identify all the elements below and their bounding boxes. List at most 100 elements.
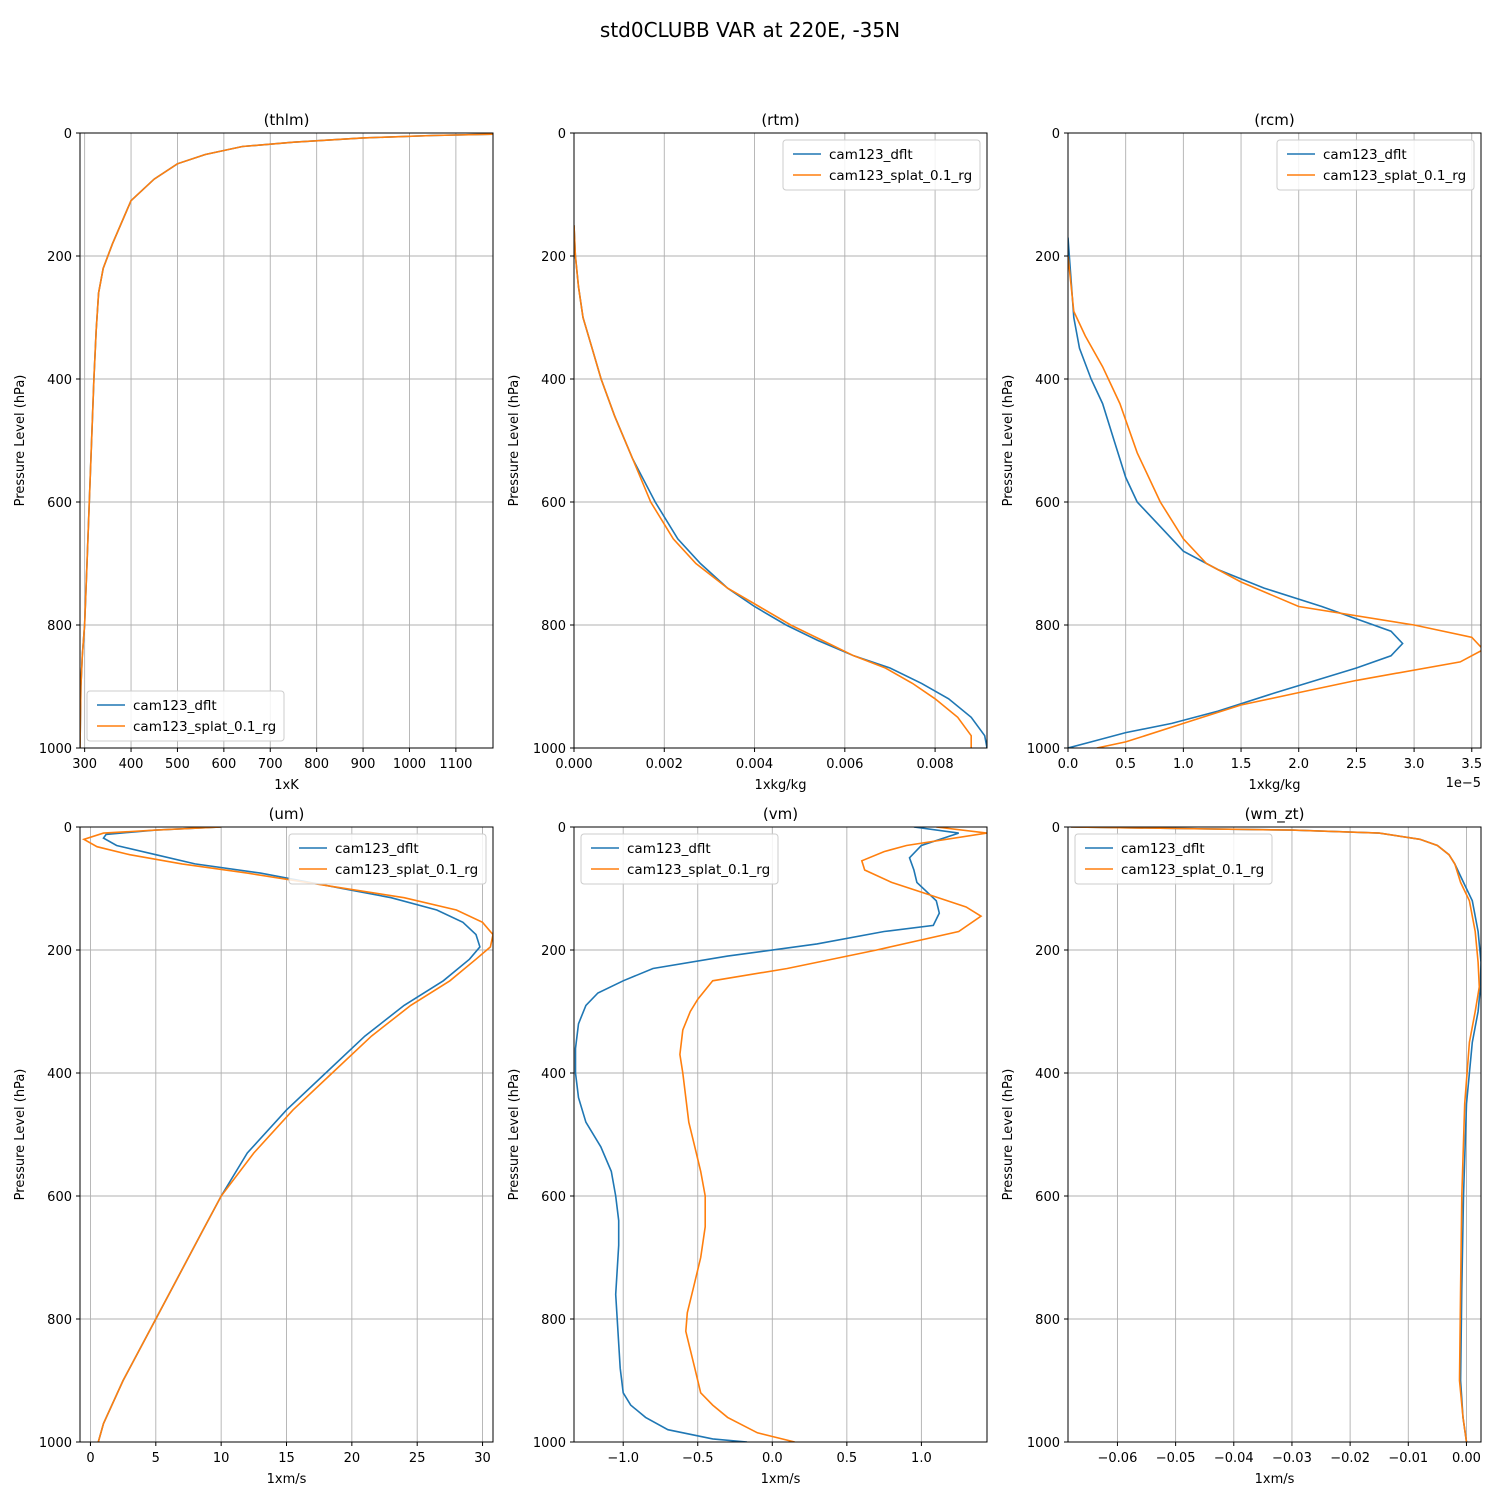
x-tick-label: 500 — [165, 757, 190, 772]
y-tick-label: 0 — [558, 821, 566, 836]
x-tick-label: −0.5 — [682, 1451, 714, 1466]
x-axis-label: 1xm/s — [761, 1472, 801, 1487]
legend: cam123_dflt cam123_splat_0.1_rg — [1276, 139, 1475, 191]
y-axis-label: Pressure Level (hPa) — [13, 375, 28, 507]
y-tick-label: 400 — [541, 373, 566, 388]
y-tick-label: 200 — [1035, 944, 1060, 959]
subplot-title: (wm_zt) — [1245, 805, 1305, 824]
x-tick-label: 1000 — [393, 757, 426, 772]
x-tick-label: −0.05 — [1156, 1451, 1196, 1466]
x-tick-label: 2.5 — [1346, 757, 1367, 772]
x-tick-label: 0.5 — [837, 1451, 858, 1466]
legend-box — [288, 833, 487, 885]
series-line-cam123_dflt — [574, 827, 959, 1442]
x-tick-label: 0.00 — [1452, 1451, 1481, 1466]
legend-label: cam123_splat_0.1_rg — [1121, 862, 1264, 878]
series-line-cam123_dflt — [1068, 237, 1404, 748]
y-tick-label: 200 — [47, 944, 72, 959]
legend-label: cam123_dflt — [335, 841, 419, 857]
legend-label: cam123_splat_0.1_rg — [627, 862, 770, 878]
y-tick-label: 200 — [541, 944, 566, 959]
legend-box — [1276, 139, 1475, 191]
series-line-cam123_splat_0.1_rg — [1070, 827, 1481, 1442]
x-tick-label: 700 — [258, 757, 283, 772]
x-tick-label: 0.000 — [555, 757, 592, 772]
x-tick-label: 900 — [351, 757, 376, 772]
legend-label: cam123_dflt — [627, 841, 711, 857]
legend: cam123_dflt cam123_splat_0.1_rg — [782, 139, 981, 191]
y-tick-label: 400 — [47, 373, 72, 388]
x-tick-label: 0.002 — [646, 757, 683, 772]
y-tick-label: 1000 — [533, 1436, 566, 1451]
series-line-cam123_splat_0.1_rg — [81, 827, 493, 1442]
legend: cam123_dflt cam123_splat_0.1_rg — [580, 833, 779, 885]
axes-frame — [573, 132, 988, 749]
legend: cam123_dflt cam123_splat_0.1_rg — [288, 833, 487, 885]
subplot-title: (um) — [269, 805, 305, 823]
subplot-title: (thlm) — [264, 111, 310, 129]
legend-label: cam123_dflt — [1323, 147, 1407, 163]
y-axis-label: Pressure Level (hPa) — [13, 1069, 28, 1201]
x-tick-label: 1.0 — [1173, 757, 1194, 772]
x-tick-label: 0.004 — [736, 757, 773, 772]
y-tick-label: 200 — [541, 250, 566, 265]
subplot-title: (vm) — [763, 805, 798, 823]
x-tick-label: 0.008 — [916, 757, 953, 772]
y-tick-label: 400 — [47, 1067, 72, 1082]
axes-frame — [1067, 132, 1482, 749]
y-tick-label: 600 — [541, 496, 566, 511]
y-tick-label: 800 — [47, 1313, 72, 1328]
x-tick-label: −0.01 — [1388, 1451, 1428, 1466]
subplot-grid: 300 400 500 600 700 800 900 1000 110002004006008… — [13, 111, 1482, 1487]
legend-label: cam123_splat_0.1_rg — [1323, 168, 1466, 184]
legend-label: cam123_splat_0.1_rg — [335, 862, 478, 878]
subplot-title: (rcm) — [1254, 111, 1294, 129]
y-tick-label: 400 — [1035, 373, 1060, 388]
x-tick-label: 2.0 — [1288, 757, 1309, 772]
legend: cam123_dflt cam123_splat_0.1_rg — [86, 690, 285, 742]
y-tick-label: 800 — [541, 1313, 566, 1328]
legend-box — [782, 139, 981, 191]
legend-box — [86, 690, 285, 742]
subplot-6: −0.06 −0.05 −0.04 −0.03 −0.02 −0.01 0.00 0 200 40… — [1001, 805, 1482, 1487]
x-tick-label: 0.006 — [826, 757, 863, 772]
subplot-4: 0 5 10 15 20 25 30 0 200 400 600 800 1000 (um) 1xm/s Pr… — [13, 805, 494, 1487]
y-tick-label: 200 — [1035, 250, 1060, 265]
y-tick-label: 1000 — [39, 1436, 72, 1451]
legend-label: cam123_splat_0.1_rg — [133, 719, 276, 735]
legend-label: cam123_dflt — [829, 147, 913, 163]
y-tick-label: 800 — [1035, 1313, 1060, 1328]
y-axis-label: Pressure Level (hPa) — [1001, 375, 1016, 507]
x-tick-label: 5 — [152, 1451, 160, 1466]
y-axis-label: Pressure Level (hPa) — [507, 1069, 522, 1201]
x-axis-label: 1xm/s — [267, 1472, 307, 1487]
y-tick-label: 600 — [1035, 1190, 1060, 1205]
legend-label: cam123_dflt — [1121, 841, 1205, 857]
x-tick-label: 30 — [474, 1451, 491, 1466]
y-tick-label: 1000 — [533, 742, 566, 757]
x-tick-label: 1100 — [439, 757, 472, 772]
y-tick-label: 600 — [1035, 496, 1060, 511]
x-tick-label: 15 — [278, 1451, 295, 1466]
y-tick-label: 1000 — [1027, 1436, 1060, 1451]
x-tick-label: 600 — [211, 757, 236, 772]
series-line-cam123_splat_0.1_rg — [80, 133, 493, 748]
series-line-cam123_splat_0.1_rg — [574, 225, 973, 748]
axes-frame — [573, 826, 988, 1443]
x-tick-label: 25 — [409, 1451, 426, 1466]
y-tick-label: 400 — [1035, 1067, 1060, 1082]
x-tick-label: 0.0 — [762, 1451, 783, 1466]
y-tick-label: 1000 — [39, 742, 72, 757]
x-tick-label: 800 — [304, 757, 329, 772]
x-axis-label: 1xK — [274, 778, 299, 793]
subplot-3: 0.0 0.5 1.0 1.5 2.0 2.5 3.0 3.5 0 200 400 600 800 100… — [1001, 111, 1482, 793]
y-tick-label: 0 — [64, 127, 72, 142]
x-axis-label: 1xkg/kg — [755, 778, 807, 793]
x-axis-label: 1xm/s — [1255, 1472, 1295, 1487]
x-tick-label: 0 — [86, 1451, 94, 1466]
legend-label: cam123_splat_0.1_rg — [829, 168, 972, 184]
series-line-cam123_splat_0.1_rg — [679, 827, 987, 1442]
subplot-5: −1.0 −0.5 0.0 0.5 1.0 0 200 400 600 800 1000 (vm) 1x… — [507, 805, 988, 1487]
